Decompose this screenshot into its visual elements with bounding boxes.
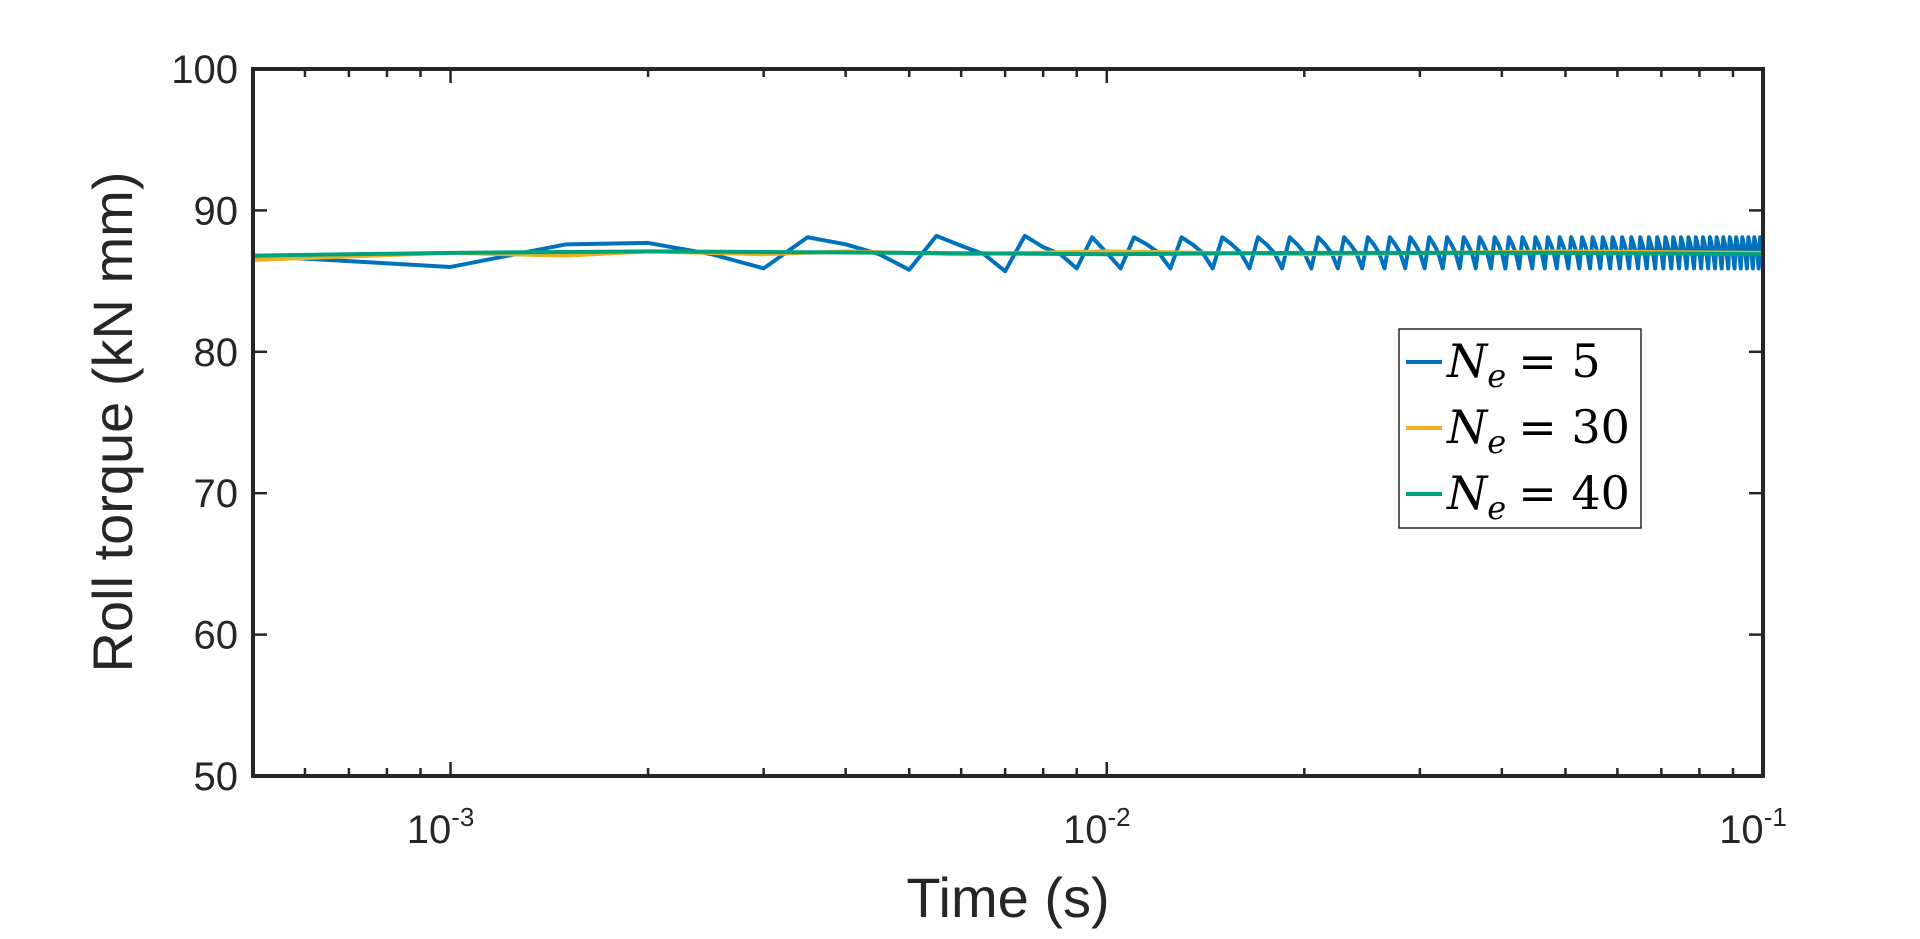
plot-frame bbox=[251, 67, 1765, 778]
legend-item-2: Ne = 30 bbox=[1406, 400, 1630, 461]
x-axis-title: Time (s) bbox=[906, 866, 1109, 929]
legend-item-3: Ne = 40 bbox=[1406, 466, 1630, 527]
y-tick-labels: 50 60 70 80 90 100 bbox=[171, 48, 238, 799]
x-tick-labels: 10-3 10-2 10-1 bbox=[407, 802, 1787, 852]
y-tick-label: 90 bbox=[194, 189, 239, 233]
series-layer bbox=[253, 233, 1763, 274]
y-tick-label: 50 bbox=[194, 755, 239, 799]
legend-label: Ne = 30 bbox=[1446, 400, 1630, 461]
y-tick-label: 80 bbox=[194, 331, 239, 375]
y-tick-label: 100 bbox=[171, 48, 238, 92]
x-tick-label: 10-3 bbox=[407, 802, 475, 852]
legend-label: Ne = 5 bbox=[1446, 334, 1601, 395]
x-tick-label: 10-2 bbox=[1063, 802, 1131, 852]
series-line-3 bbox=[253, 249, 1763, 258]
legend-item-1: Ne = 5 bbox=[1406, 334, 1601, 395]
series-line-1 bbox=[253, 233, 1763, 274]
y-tick-label: 60 bbox=[194, 614, 239, 658]
y-axis-title: Roll torque (kN mm) bbox=[81, 172, 144, 673]
legend-label: Ne = 40 bbox=[1446, 466, 1630, 527]
y-tick-label: 70 bbox=[194, 472, 239, 516]
x-tick-label: 10-1 bbox=[1719, 802, 1787, 852]
